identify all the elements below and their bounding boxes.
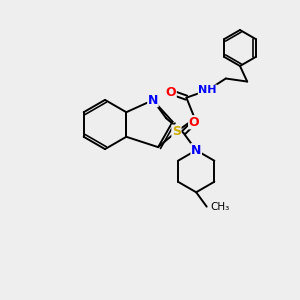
Text: N: N	[191, 144, 201, 157]
Text: O: O	[166, 86, 176, 99]
Text: N: N	[148, 94, 158, 107]
Text: CH₃: CH₃	[210, 202, 230, 212]
Text: O: O	[189, 116, 199, 129]
Text: NH: NH	[198, 85, 217, 95]
Text: S: S	[172, 125, 181, 138]
